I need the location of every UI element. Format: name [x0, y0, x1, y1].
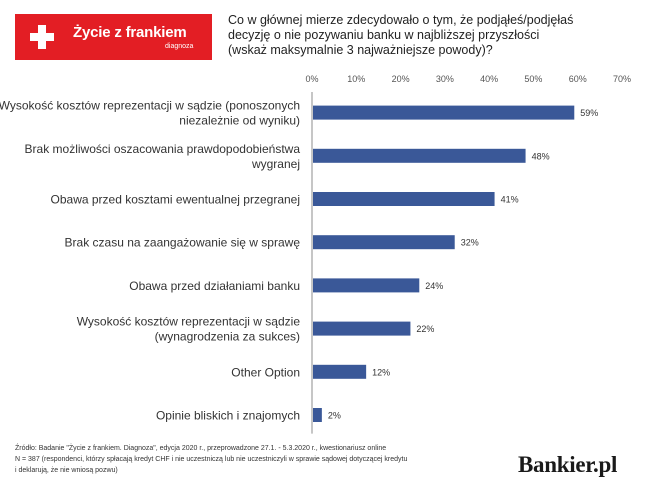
x-tick-label: 20% — [392, 74, 410, 84]
bar — [313, 148, 526, 163]
footnote-line: N = 387 (respondenci, którzy spłacają kr… — [15, 456, 408, 463]
logo-zycie-z-frankiem: Życie z frankiem diagnoza — [15, 14, 212, 60]
category-label: niezależnie od wyniku) — [179, 114, 300, 128]
category-label: Other Option — [231, 365, 300, 379]
bar — [313, 235, 455, 250]
category-label: Wysokość kosztów reprezentacji w sądzie … — [0, 99, 300, 113]
data-label: 59% — [580, 108, 598, 118]
category-label: wygranej — [251, 157, 300, 171]
data-label: 12% — [372, 367, 390, 377]
data-label: 2% — [328, 411, 341, 421]
data-label: 41% — [501, 195, 519, 205]
x-tick-label: 0% — [305, 74, 318, 84]
x-tick-label: 70% — [613, 74, 631, 84]
x-tick-label: 50% — [524, 74, 542, 84]
chart-question: Co w głównej mierze zdecydowało o tym, ż… — [228, 13, 638, 58]
category-label: Opinie bliskich i znajomych — [156, 409, 300, 423]
x-tick-label: 10% — [347, 74, 365, 84]
question-line: decyzję o nie pozywaniu banku w najbliżs… — [228, 28, 540, 42]
data-label: 32% — [461, 238, 479, 248]
bar — [313, 408, 322, 422]
bar — [313, 192, 495, 206]
x-tick-label: 40% — [480, 74, 498, 84]
x-tick-label: 30% — [436, 74, 454, 84]
data-label: 24% — [425, 281, 443, 291]
question-line: (wskaż maksymalnie 3 najważniejsze powod… — [228, 43, 493, 57]
bar-chart: 0% 10% 20% 30% 40% 50% 60% 70% 59% Wysokość koszt… — [0, 74, 631, 434]
category-label: Brak możliwości oszacowania prawdopodobi… — [25, 142, 301, 156]
footnote-line: i deklarują, że nie wniosą pozwu) — [15, 467, 118, 474]
logo-sub-text: diagnoza — [165, 43, 194, 50]
data-label: 22% — [416, 324, 434, 334]
bar — [313, 105, 575, 120]
logo-brand-text: Życie z frankiem — [73, 24, 187, 41]
category-label: Wysokość kosztów reprezentacji w sądzie — [77, 315, 301, 329]
bar — [313, 321, 411, 336]
bar — [313, 364, 367, 379]
bar — [313, 278, 420, 293]
footnote-line: Źródło: Badanie "Życie z frankiem. Diagn… — [15, 445, 387, 452]
data-label: 48% — [532, 151, 550, 161]
category-label: (wynagrodzenia za sukces) — [155, 330, 300, 344]
category-label: Brak czasu na zaangażowanie się w sprawę — [65, 236, 301, 250]
bankier-logo: Bankier.pl — [518, 452, 618, 477]
category-label: Obawa przed kosztami ewentualnej przegra… — [51, 193, 300, 207]
category-label: Obawa przed działaniami banku — [129, 279, 300, 293]
source-footnote: Źródło: Badanie "Życie z frankiem. Diagn… — [15, 443, 445, 476]
x-tick-label: 60% — [569, 74, 587, 84]
swiss-cross-icon — [24, 19, 60, 55]
question-line: Co w głównej mierze zdecydowało o tym, ż… — [228, 13, 574, 27]
